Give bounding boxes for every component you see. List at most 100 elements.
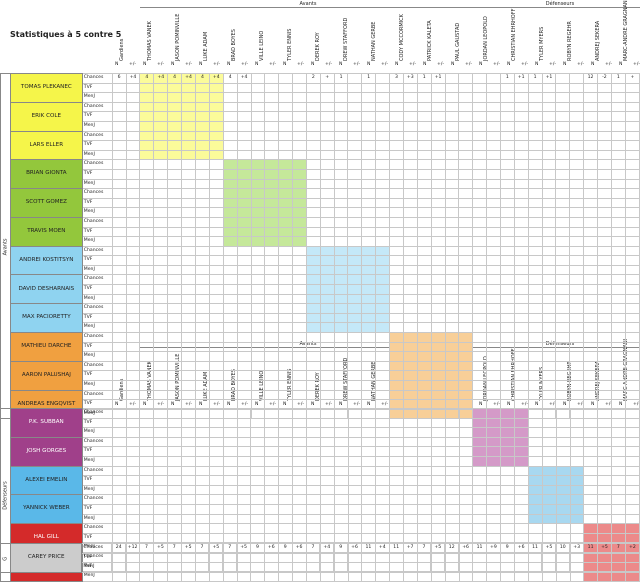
subheader-plusminus: +/-: [577, 62, 585, 67]
stat-cell: [347, 494, 363, 505]
stat-cell: 4: [139, 73, 155, 84]
stat-cell: [596, 236, 612, 247]
stat-cell: [430, 140, 446, 151]
stat-cell: [222, 427, 238, 438]
stat-cell: [472, 197, 488, 209]
stat-cell: [347, 532, 363, 544]
stat-cell: [513, 274, 529, 286]
stat-cell: [125, 236, 141, 247]
stat-cell: [375, 284, 390, 295]
stat-cell: [569, 417, 585, 429]
stat-cell: [375, 523, 391, 534]
stat-cell: [625, 475, 640, 486]
stat-cell: [264, 284, 280, 295]
stat-label: MenJ: [81, 351, 113, 362]
stat-cell: [486, 532, 502, 544]
stat-cell: [236, 120, 252, 132]
stat-cell: [125, 408, 141, 419]
stat-cell: [111, 562, 127, 573]
stat-cell: [527, 264, 543, 276]
stat-cell: [541, 82, 557, 94]
stat-cell: [305, 532, 321, 544]
stat-cell: [596, 140, 612, 151]
stat-cell: [153, 236, 169, 247]
stat-cell: +6: [263, 543, 279, 554]
stat-cell: [278, 168, 294, 180]
stat-cell: [139, 494, 155, 505]
stat-cell: [375, 245, 390, 257]
stat-cell: [499, 389, 515, 401]
stat-cell: [181, 427, 196, 438]
stat-cell: [500, 436, 515, 448]
stat-cell: [430, 322, 446, 334]
stat-cell: [610, 274, 626, 286]
stat-cell: [236, 494, 252, 505]
stat-cell: +4: [236, 73, 252, 84]
stat-cell: +6: [347, 543, 362, 554]
stat-cell: [555, 82, 571, 94]
stat-cell: [624, 226, 640, 238]
stat-cell: [486, 494, 502, 505]
stat-cell: [416, 207, 432, 218]
table-row: TVF: [1, 370, 640, 381]
stat-cell: [444, 159, 460, 170]
stat-cell: [569, 484, 585, 496]
stat-cell: [569, 465, 585, 477]
stat-cell: [292, 322, 307, 334]
stat-cell: [125, 293, 141, 305]
stat-cell: [292, 264, 307, 276]
stat-cell: [222, 120, 238, 132]
stat-cell: [167, 523, 182, 534]
stat-cell: [486, 216, 501, 228]
stat-cell: [153, 178, 169, 190]
stat-cell: [236, 552, 252, 564]
stat-cell: [292, 408, 307, 419]
stat-cell: [250, 446, 266, 457]
stat-cell: [375, 360, 390, 372]
stat-cell: [208, 312, 224, 324]
stat-cell: [111, 197, 127, 209]
stat-cell: [541, 552, 557, 564]
subheader-n: N: [199, 62, 203, 67]
stat-cell: [569, 322, 585, 334]
stat-cell: [610, 264, 626, 276]
stat-cell: [292, 303, 307, 314]
subheader-n: N: [339, 62, 343, 67]
stat-cell: [555, 427, 571, 438]
stat-cell: [347, 455, 363, 467]
stat-cell: [125, 168, 141, 180]
stat-cell: [208, 303, 224, 314]
stat-cell: [472, 562, 487, 573]
stat-cell: [139, 255, 155, 266]
stat-cell: [278, 389, 294, 401]
player-name: AARON PALUSHAJ: [9, 360, 83, 391]
stat-cell: [194, 484, 210, 496]
stat-cell: [555, 312, 571, 324]
stat-cell: 12: [583, 73, 598, 84]
stat-cell: [167, 284, 183, 295]
subheader-plusminus: +/-: [185, 62, 193, 67]
stat-cell: [250, 188, 266, 199]
stat-cell: [264, 408, 280, 419]
stat-label: MenJ: [81, 513, 113, 525]
stat-cell: [402, 120, 418, 132]
stat-cell: [278, 513, 293, 525]
stat-cell: [624, 178, 640, 190]
stat-cell: [610, 207, 626, 218]
stat-cell: [486, 341, 501, 353]
stat-cell: [194, 562, 210, 573]
stat-cell: [486, 303, 501, 314]
stat-cell: [111, 168, 127, 180]
stat-label: MenJ: [81, 149, 113, 161]
stat-cell: [416, 101, 432, 113]
stat-cell: [430, 159, 446, 170]
stat-cell: [624, 293, 640, 305]
stat-cell: [458, 178, 474, 190]
stat-cell: [611, 475, 626, 486]
stat-cell: [292, 111, 307, 122]
stat-cell: [195, 82, 210, 94]
stat-cell: [486, 178, 501, 190]
stat-cell: [541, 264, 557, 276]
stat-cell: [181, 92, 196, 103]
stat-cell: [444, 494, 460, 505]
